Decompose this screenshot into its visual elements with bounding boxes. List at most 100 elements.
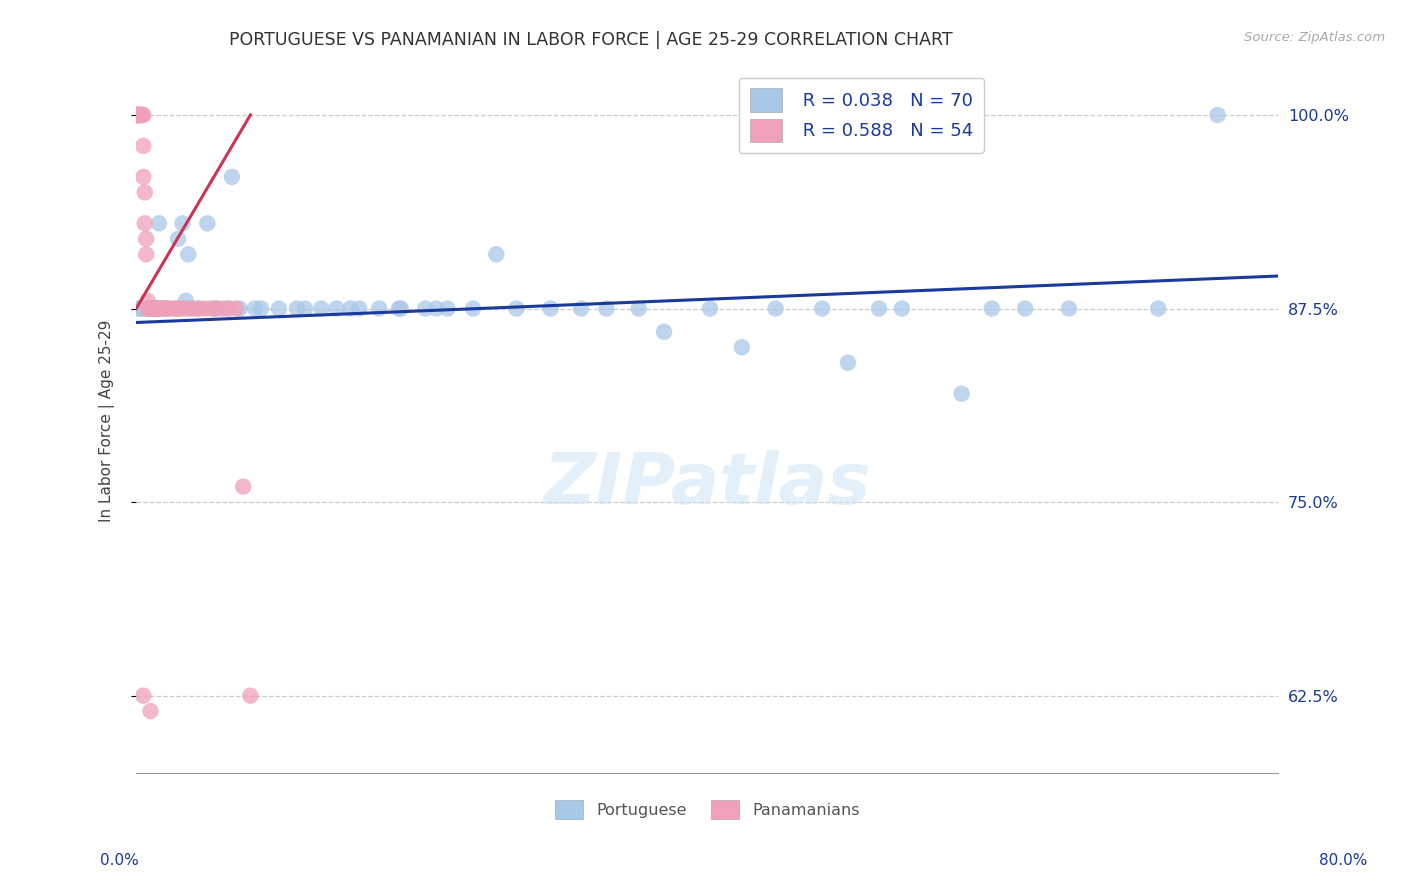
Point bbox=[188, 301, 211, 316]
Point bbox=[218, 301, 240, 316]
Point bbox=[125, 108, 148, 122]
Point bbox=[837, 356, 859, 370]
Point bbox=[1057, 301, 1080, 316]
Point bbox=[461, 301, 484, 316]
Point bbox=[128, 108, 150, 122]
Point bbox=[146, 301, 169, 316]
Point bbox=[204, 301, 226, 316]
Point bbox=[139, 704, 162, 718]
Point bbox=[125, 108, 148, 122]
Point bbox=[165, 301, 187, 316]
Point bbox=[125, 108, 148, 122]
Point bbox=[156, 301, 179, 316]
Point bbox=[143, 301, 166, 316]
Legend: Portuguese, Panamanians: Portuguese, Panamanians bbox=[548, 794, 866, 825]
Point bbox=[139, 301, 162, 316]
Point bbox=[132, 169, 155, 184]
Point bbox=[436, 301, 458, 316]
Point bbox=[145, 301, 167, 316]
Point bbox=[172, 216, 194, 230]
Point bbox=[311, 301, 333, 316]
Point bbox=[143, 301, 166, 316]
Point bbox=[128, 108, 150, 122]
Point bbox=[950, 386, 973, 401]
Point bbox=[200, 301, 222, 316]
Point bbox=[1014, 301, 1036, 316]
Point bbox=[127, 108, 149, 122]
Point bbox=[388, 301, 411, 316]
Point bbox=[250, 301, 273, 316]
Point bbox=[132, 301, 155, 316]
Point bbox=[225, 301, 247, 316]
Point bbox=[125, 108, 148, 122]
Point bbox=[131, 301, 153, 316]
Point bbox=[145, 301, 167, 316]
Point bbox=[205, 301, 228, 316]
Point bbox=[132, 139, 155, 153]
Point bbox=[221, 169, 243, 184]
Text: 0.0%: 0.0% bbox=[100, 854, 139, 868]
Point bbox=[128, 301, 150, 316]
Point bbox=[129, 108, 152, 122]
Point bbox=[187, 301, 209, 316]
Point bbox=[153, 301, 176, 316]
Point bbox=[868, 301, 890, 316]
Text: 80.0%: 80.0% bbox=[1319, 854, 1367, 868]
Point bbox=[167, 232, 190, 246]
Point bbox=[131, 108, 153, 122]
Point bbox=[125, 108, 148, 122]
Point bbox=[131, 108, 153, 122]
Point bbox=[172, 301, 194, 316]
Point bbox=[595, 301, 617, 316]
Point bbox=[142, 301, 165, 316]
Point bbox=[134, 186, 156, 200]
Point bbox=[125, 108, 148, 122]
Point bbox=[1147, 301, 1170, 316]
Point bbox=[389, 301, 412, 316]
Point bbox=[325, 301, 347, 316]
Point bbox=[138, 301, 160, 316]
Point bbox=[150, 301, 173, 316]
Text: Source: ZipAtlas.com: Source: ZipAtlas.com bbox=[1244, 31, 1385, 45]
Point bbox=[294, 301, 316, 316]
Point bbox=[136, 293, 159, 308]
Point bbox=[174, 293, 197, 308]
Text: PORTUGUESE VS PANAMANIAN IN LABOR FORCE | AGE 25-29 CORRELATION CHART: PORTUGUESE VS PANAMANIAN IN LABOR FORCE … bbox=[229, 31, 952, 49]
Point bbox=[142, 301, 165, 316]
Y-axis label: In Labor Force | Age 25-29: In Labor Force | Age 25-29 bbox=[100, 319, 115, 522]
Point bbox=[131, 301, 153, 316]
Point bbox=[148, 301, 170, 316]
Point bbox=[285, 301, 308, 316]
Point bbox=[136, 301, 159, 316]
Point bbox=[349, 301, 371, 316]
Point bbox=[146, 301, 169, 316]
Point bbox=[540, 301, 562, 316]
Point bbox=[149, 301, 172, 316]
Point bbox=[129, 108, 152, 122]
Point bbox=[129, 301, 152, 316]
Point bbox=[128, 301, 150, 316]
Point bbox=[652, 325, 675, 339]
Point bbox=[267, 301, 290, 316]
Point bbox=[156, 301, 179, 316]
Point bbox=[425, 301, 447, 316]
Point bbox=[765, 301, 787, 316]
Point bbox=[368, 301, 391, 316]
Point bbox=[181, 301, 204, 316]
Point bbox=[128, 108, 150, 122]
Point bbox=[179, 301, 201, 316]
Point bbox=[194, 301, 217, 316]
Point bbox=[485, 247, 508, 261]
Point bbox=[132, 108, 155, 122]
Point bbox=[125, 108, 148, 122]
Point bbox=[167, 301, 190, 316]
Point bbox=[211, 301, 233, 316]
Point bbox=[148, 216, 170, 230]
Point bbox=[155, 301, 177, 316]
Point bbox=[731, 340, 754, 354]
Point bbox=[195, 216, 218, 230]
Point bbox=[141, 301, 163, 316]
Point bbox=[980, 301, 1002, 316]
Point bbox=[165, 301, 187, 316]
Point bbox=[176, 301, 198, 316]
